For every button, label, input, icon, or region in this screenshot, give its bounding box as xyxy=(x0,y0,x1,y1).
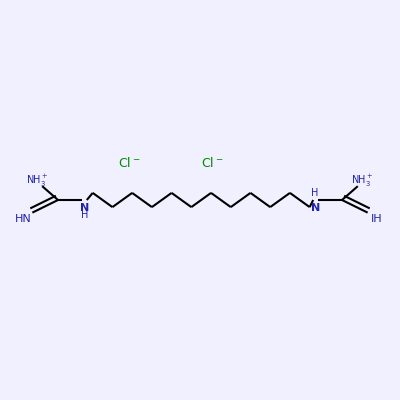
Text: N: N xyxy=(310,203,320,213)
Text: N: N xyxy=(80,203,90,213)
Text: NH$_3^+$: NH$_3^+$ xyxy=(351,173,374,189)
Text: IH: IH xyxy=(371,214,382,224)
Text: NH$_3^+$: NH$_3^+$ xyxy=(26,173,49,189)
Text: HN: HN xyxy=(15,214,32,224)
Text: Cl$^-$: Cl$^-$ xyxy=(118,156,140,170)
Text: Cl$^-$: Cl$^-$ xyxy=(201,156,223,170)
Text: H: H xyxy=(81,210,88,220)
Text: H: H xyxy=(312,188,319,198)
